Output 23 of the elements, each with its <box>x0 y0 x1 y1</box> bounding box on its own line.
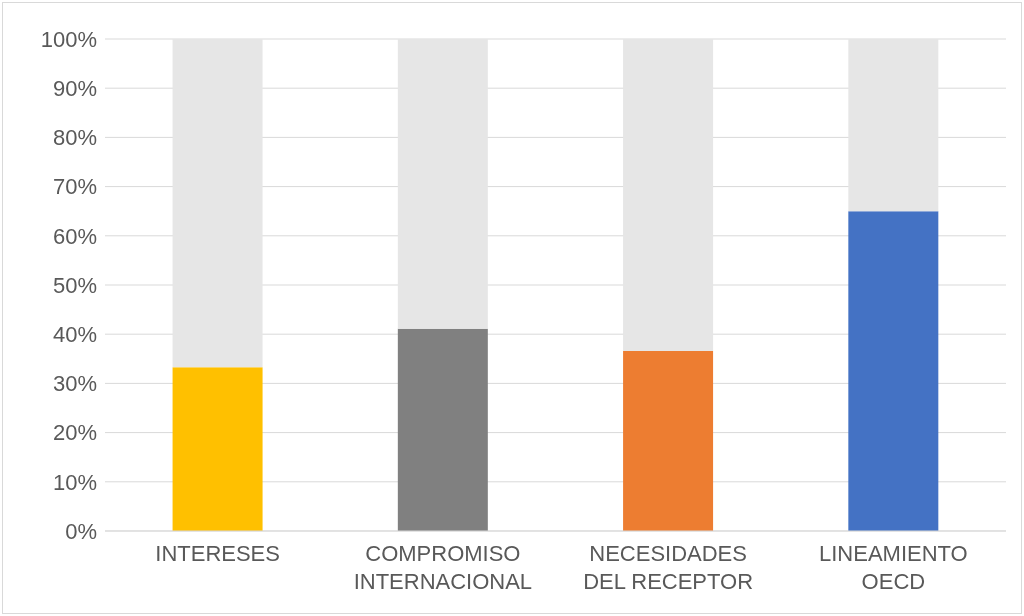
bar <box>623 350 714 531</box>
y-tick-label: 90% <box>52 76 97 102</box>
y-tick-label: 50% <box>52 272 97 298</box>
bar <box>172 367 263 531</box>
bar <box>848 39 939 212</box>
bar <box>848 211 939 531</box>
y-tick-label: 60% <box>52 223 97 249</box>
y-tick-label: 40% <box>52 322 97 348</box>
bar <box>172 39 263 368</box>
x-tick-label: NECESIDADES DEL RECEPTOR <box>583 541 754 594</box>
x-tick-label: LINEAMIENTO OECD <box>819 541 968 594</box>
bar <box>397 39 488 329</box>
y-tick-label: 0% <box>65 518 97 544</box>
x-tick-label: COMPROMISO INTERNACIONAL <box>353 541 533 594</box>
bar <box>623 39 714 351</box>
x-tick-label: INTERESES <box>155 541 280 566</box>
y-tick-label: 20% <box>52 420 97 446</box>
y-tick-label: 70% <box>52 174 97 200</box>
bar <box>397 328 488 531</box>
y-tick-label: 10% <box>52 469 97 495</box>
y-tick-label: 100% <box>40 26 97 52</box>
y-tick-label: 80% <box>52 125 97 151</box>
y-tick-label: 30% <box>52 371 97 397</box>
